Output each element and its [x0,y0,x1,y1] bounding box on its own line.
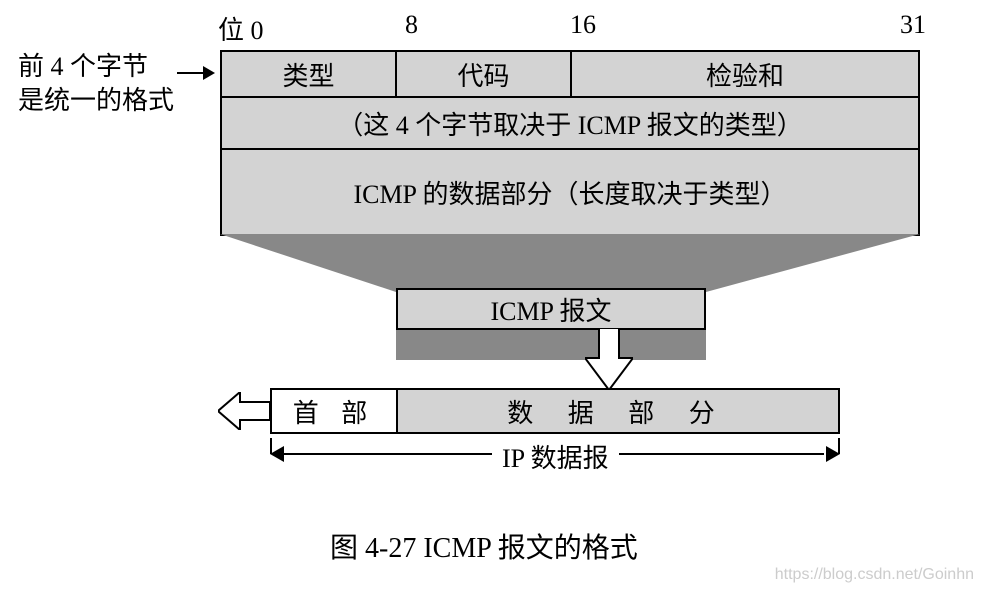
field-type: 类型 [222,52,397,96]
figure-caption: 图 4-27 ICMP 报文的格式 [330,526,638,566]
icmp-block: 类型 代码 检验和 （这 4 个字节取决于 ICMP 报文的类型） ICMP 的… [220,50,920,236]
ip-header-field: 首 部 [272,390,398,432]
icmp-message-label: ICMP 报文 [490,291,611,328]
field-checksum: 检验和 [572,52,918,96]
icmp-message-box: ICMP 报文 [396,288,706,330]
bit-label-8: 8 [405,10,418,40]
mid-shadow [396,330,706,360]
left-note-line2: 是统一的格式 [18,84,174,118]
bracket-arrow-left-icon [270,446,284,462]
icmp-header-row: 类型 代码 检验和 [222,52,918,98]
ip-data-field: 数 据 部 分 [398,390,838,432]
field-code: 代码 [397,52,572,96]
diagram-root: 位 0 8 16 31 前 4 个字节 是统一的格式 类型 代码 检验和 （这 … [0,0,986,592]
bit-label-16: 16 [570,10,596,40]
icmp-row3: ICMP 的数据部分（长度取决于类型） [222,150,918,234]
watermark-text: https://blog.csdn.net/Goinhn [775,566,974,584]
bracket-arrow-right-icon [826,446,840,462]
left-note: 前 4 个字节 是统一的格式 [18,50,174,118]
down-arrow-icon [585,328,633,390]
note-arrow [177,72,213,74]
left-arrow-icon [218,392,270,430]
ip-datagram-label: IP 数据报 [492,438,619,475]
left-note-line1: 前 4 个字节 [18,50,174,84]
ip-datagram: 首 部 数 据 部 分 [270,388,840,434]
bit-label-prefix: 位 0 [218,10,264,47]
bit-label-31: 31 [900,10,926,40]
icmp-row2: （这 4 个字节取决于 ICMP 报文的类型） [222,98,918,150]
funnel-trapezoid [220,234,920,292]
